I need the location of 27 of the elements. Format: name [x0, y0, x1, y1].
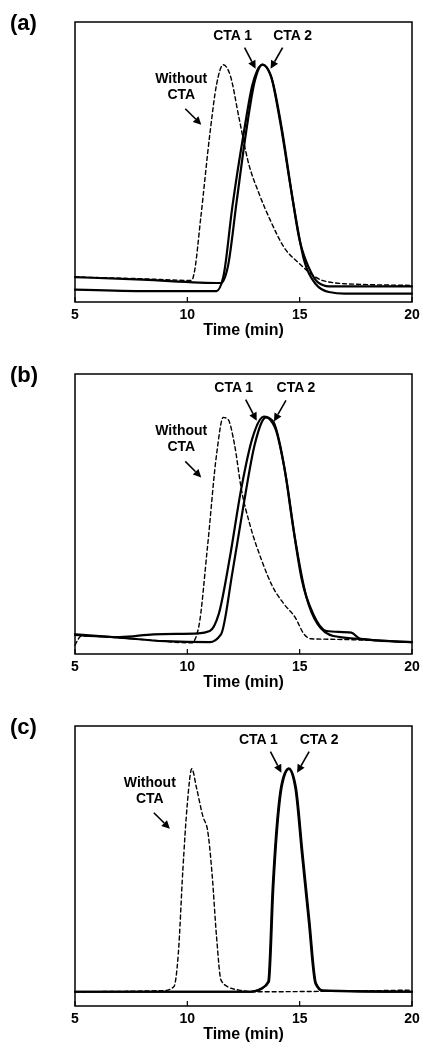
- series-label: CTA 1: [238, 730, 279, 747]
- x-tick-label: 5: [71, 658, 80, 674]
- chart-title: (c): [10, 714, 37, 739]
- series-label: CTA 1: [213, 26, 253, 43]
- chart-title: (a): [10, 10, 37, 35]
- x-tick-label: 15: [291, 306, 308, 322]
- x-tick-label: 5: [71, 1010, 80, 1026]
- series-label: Without CTA: [155, 69, 208, 102]
- series-label: CTA 2: [273, 26, 313, 43]
- x-tick-label: 5: [71, 306, 80, 322]
- chart-title: (b): [10, 362, 39, 387]
- x-tick-label: 20: [404, 1010, 420, 1026]
- series-label: Without CTA: [155, 422, 208, 455]
- x-tick-label: 15: [291, 658, 308, 674]
- series-label: CTA 1: [214, 378, 254, 395]
- x-tick-label: 20: [404, 306, 420, 322]
- series-label: CTA 2: [276, 379, 316, 396]
- x-axis-title: Time (min): [203, 321, 284, 338]
- x-axis-title: Time (min): [203, 673, 284, 690]
- x-tick-label: 20: [404, 658, 420, 674]
- x-tick-label: 15: [291, 1010, 308, 1026]
- series-label: Without CTA: [123, 773, 177, 806]
- x-axis-title: Time (min): [203, 1025, 284, 1042]
- x-tick-label: 10: [179, 658, 196, 674]
- x-tick-label: 10: [179, 1010, 196, 1026]
- series-label: CTA 2: [299, 730, 339, 747]
- x-tick-label: 10: [179, 306, 196, 322]
